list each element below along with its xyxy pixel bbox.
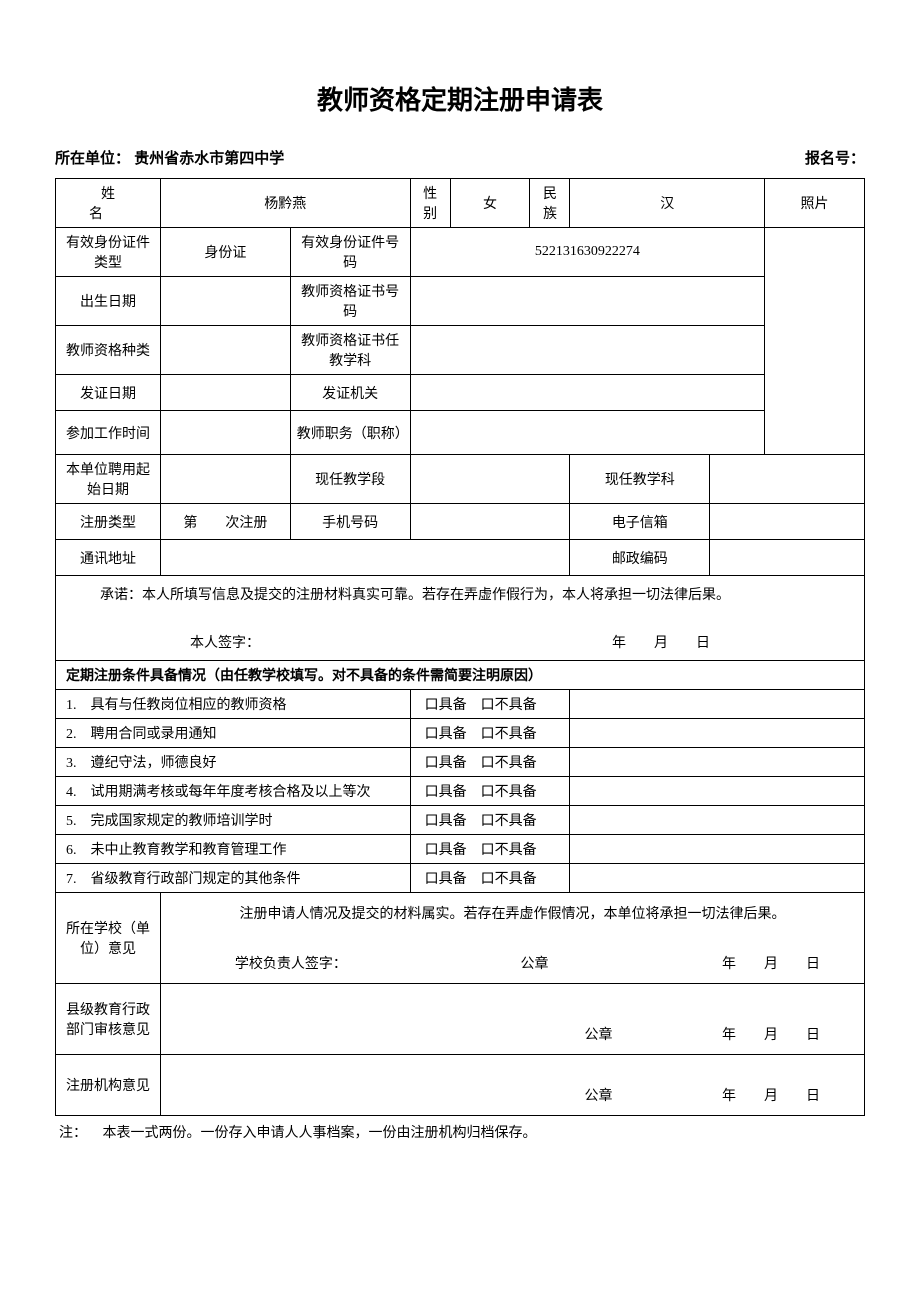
condition-6-note [570, 835, 865, 864]
email-value [710, 504, 865, 540]
cert-type-value [160, 326, 290, 375]
footer-text: 本表一式两份。一份存入申请人人事档案，一份由注册机构归档保存。 [103, 1126, 537, 1141]
reg-no-label: 报名号： [805, 147, 865, 168]
header-row: 所在单位： 贵州省赤水市第四中学 报名号： [55, 147, 865, 168]
photo-label: 照片 [765, 179, 865, 228]
county-date-label: 年 月 日 [722, 1024, 820, 1044]
school-opinion-label: 所在学校（单位）意见 [56, 893, 161, 984]
teach-level-label: 现任教学段 [290, 455, 410, 504]
school-opinion-text: 注册申请人情况及提交的材料属实。若存在弄虚作假情况，本单位将承担一切法律后果。 [175, 903, 850, 923]
condition-4-note [570, 777, 865, 806]
commitment-sign-label: 本人签字： [190, 632, 260, 652]
condition-3-label: 3. 遵纪守法，师德良好 [56, 748, 411, 777]
subject-label: 教师资格证书任教学科 [290, 326, 410, 375]
footer-note: 注： 本表一式两份。一份存入申请人人事档案，一份由注册机构归档保存。 [55, 1122, 865, 1142]
work-date-label: 参加工作时间 [56, 411, 161, 455]
condition-2-note [570, 719, 865, 748]
condition-6-check: 口具备 口不具备 [410, 835, 570, 864]
name-value: 杨黔燕 [160, 179, 410, 228]
condition-1-check: 口具备 口不具备 [410, 690, 570, 719]
teach-subject-value [710, 455, 865, 504]
commitment-text: 承诺：本人所填写信息及提交的注册材料真实可靠。若存在弄虚作假行为，本人将承担一切… [70, 584, 850, 604]
teach-level-value [410, 455, 570, 504]
issue-org-value [410, 375, 765, 411]
school-sign-label: 学校负责人签字： [235, 953, 347, 973]
document-title: 教师资格定期注册申请表 [55, 80, 865, 117]
condition-7-check: 口具备 口不具备 [410, 864, 570, 893]
condition-2-label: 2. 聘用合同或录用通知 [56, 719, 411, 748]
school-seal-label: 公章 [520, 953, 548, 973]
email-label: 电子信箱 [570, 504, 710, 540]
unit-label: 所在单位： [55, 150, 130, 167]
condition-5-check: 口具备 口不具备 [410, 806, 570, 835]
county-opinion-label: 县级教育行政部门审核意见 [56, 984, 161, 1055]
reg-org-opinion-label: 注册机构意见 [56, 1055, 161, 1116]
school-date-label: 年 月 日 [722, 953, 820, 973]
reg-org-seal-label: 公章 [584, 1085, 612, 1105]
photo-box [765, 228, 865, 455]
title-label: 教师职务（职称） [290, 411, 410, 455]
condition-1-note [570, 690, 865, 719]
condition-4-check: 口具备 口不具备 [410, 777, 570, 806]
hire-date-label: 本单位聘用起始日期 [56, 455, 161, 504]
condition-7-label: 7. 省级教育行政部门规定的其他条件 [56, 864, 411, 893]
birth-value [160, 277, 290, 326]
issue-date-label: 发证日期 [56, 375, 161, 411]
reg-type-value: 第 次注册 [160, 504, 290, 540]
birth-label: 出生日期 [56, 277, 161, 326]
condition-3-check: 口具备 口不具备 [410, 748, 570, 777]
name-label: 姓名 [56, 179, 161, 228]
commitment-date-label: 年 月 日 [612, 632, 710, 652]
condition-7-note [570, 864, 865, 893]
issue-date-value [160, 375, 290, 411]
application-table: 姓名 杨黔燕 性别 女 民族 汉 照片 有效身份证件类型 身份证 有效身份证件号… [55, 178, 865, 1116]
subject-value [410, 326, 765, 375]
cert-type-label: 教师资格种类 [56, 326, 161, 375]
county-seal-label: 公章 [584, 1024, 612, 1044]
county-opinion-content: 公章 年 月 日 [160, 984, 864, 1055]
id-no-label: 有效身份证件号码 [290, 228, 410, 277]
footer-prefix: 注： [59, 1122, 99, 1142]
condition-6-label: 6. 未中止教育教学和教育管理工作 [56, 835, 411, 864]
commitment-cell: 承诺：本人所填写信息及提交的注册材料真实可靠。若存在弄虚作假行为，本人将承担一切… [56, 576, 865, 661]
reg-org-date-label: 年 月 日 [722, 1085, 820, 1105]
address-value [160, 540, 570, 576]
ethnicity-label: 民族 [530, 179, 570, 228]
cert-no-label: 教师资格证书号码 [290, 277, 410, 326]
condition-3-note [570, 748, 865, 777]
id-type-value: 身份证 [160, 228, 290, 277]
phone-label: 手机号码 [290, 504, 410, 540]
postcode-label: 邮政编码 [570, 540, 710, 576]
title-value [410, 411, 765, 455]
condition-5-note [570, 806, 865, 835]
reg-type-label: 注册类型 [56, 504, 161, 540]
conditions-header: 定期注册条件具备情况（由任教学校填写。对不具备的条件需简要注明原因） [56, 661, 865, 690]
id-type-label: 有效身份证件类型 [56, 228, 161, 277]
condition-1-label: 1. 具有与任教岗位相应的教师资格 [56, 690, 411, 719]
cert-no-value [410, 277, 765, 326]
unit-field: 所在单位： 贵州省赤水市第四中学 [55, 147, 284, 168]
phone-value [410, 504, 570, 540]
postcode-value [710, 540, 865, 576]
issue-org-label: 发证机关 [290, 375, 410, 411]
gender-label: 性别 [410, 179, 450, 228]
hire-date-value [160, 455, 290, 504]
teach-subject-label: 现任教学科 [570, 455, 710, 504]
work-date-value [160, 411, 290, 455]
reg-org-opinion-content: 公章 年 月 日 [160, 1055, 864, 1116]
unit-value: 贵州省赤水市第四中学 [134, 150, 284, 167]
address-label: 通讯地址 [56, 540, 161, 576]
condition-2-check: 口具备 口不具备 [410, 719, 570, 748]
id-no-value: 522131630922274 [410, 228, 765, 277]
condition-5-label: 5. 完成国家规定的教师培训学时 [56, 806, 411, 835]
gender-value: 女 [450, 179, 530, 228]
school-opinion-content: 注册申请人情况及提交的材料属实。若存在弄虚作假情况，本单位将承担一切法律后果。 … [160, 893, 864, 984]
ethnicity-value: 汉 [570, 179, 765, 228]
condition-4-label: 4. 试用期满考核或每年年度考核合格及以上等次 [56, 777, 411, 806]
